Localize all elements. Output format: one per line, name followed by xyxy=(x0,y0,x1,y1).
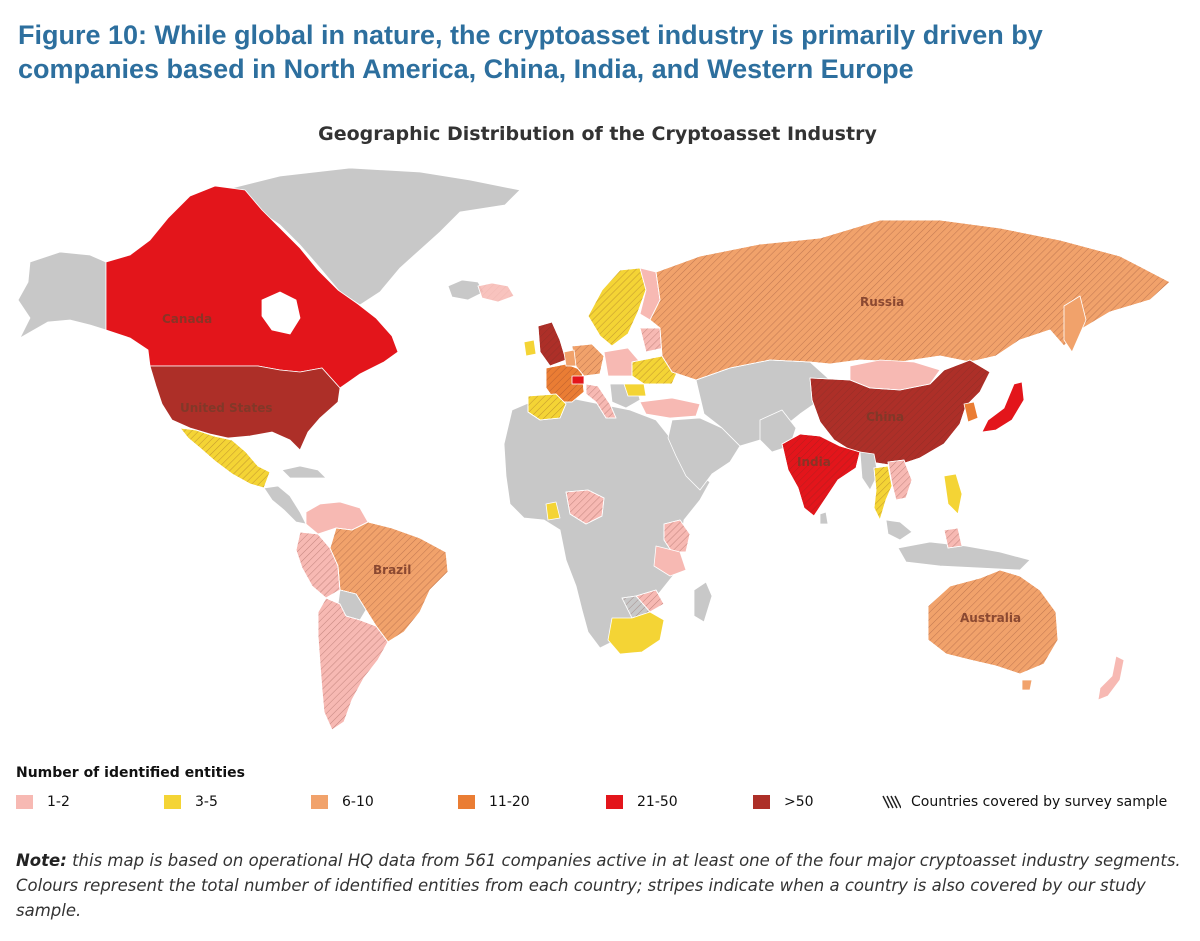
country-spain-portugal-stripes xyxy=(527,393,567,421)
country-romania xyxy=(623,383,647,397)
country-italy-stripes xyxy=(585,383,617,419)
country-iceland-fill xyxy=(477,282,515,303)
country-benelux xyxy=(563,349,577,367)
country-malaysia xyxy=(885,519,913,541)
map-title: Geographic Distribution of the Cryptoass… xyxy=(318,123,877,145)
label-australia: Australia xyxy=(960,611,1021,625)
label-russia: Russia xyxy=(860,295,904,309)
legend-swatch xyxy=(164,795,181,809)
country-kamchatka xyxy=(1063,295,1087,353)
country-greenland xyxy=(231,167,521,306)
country-alaska xyxy=(17,251,107,339)
legend: 1-2 3-5 6-10 11-20 21-50 >50 Countries c… xyxy=(16,792,1196,814)
country-philippines xyxy=(943,473,963,515)
canada-hudson-bay xyxy=(261,291,301,335)
region-caribbean xyxy=(281,465,327,479)
region-central-america xyxy=(263,485,307,525)
country-myanmar xyxy=(859,451,879,491)
country-tanzania xyxy=(653,545,687,577)
country-united-states xyxy=(149,365,341,451)
country-brazil-stripes xyxy=(329,521,449,643)
country-madagascar xyxy=(693,581,713,623)
country-iceland xyxy=(447,279,485,301)
legend-stripes-label: Countries covered by survey sample xyxy=(911,794,1168,810)
legend-swatch xyxy=(753,795,770,809)
label-canada: Canada xyxy=(162,312,212,326)
country-sri-lanka xyxy=(819,511,829,525)
legend-swatch xyxy=(16,795,33,809)
country-indonesia xyxy=(897,541,1031,571)
country-south-africa xyxy=(607,611,665,655)
note-text: this map is based on operational HQ data… xyxy=(16,851,1181,920)
label-united-states: United States xyxy=(180,401,273,415)
country-australia-stripes xyxy=(927,569,1059,675)
country-thailand-stripes xyxy=(873,465,893,521)
legend-item: 3-5 xyxy=(164,792,218,812)
legend-label: 6-10 xyxy=(342,794,374,810)
country-argentina-chile-stripes xyxy=(317,597,389,731)
country-kenya-stripes xyxy=(663,519,691,553)
label-china: China xyxy=(866,410,904,424)
legend-item: 21-50 xyxy=(606,792,678,812)
legend-label: 21-50 xyxy=(637,794,678,810)
legend-label: 11-20 xyxy=(489,794,530,810)
legend-swatch xyxy=(311,795,328,809)
legend-swatch xyxy=(458,795,475,809)
legend-label: >50 xyxy=(784,794,814,810)
country-tasmania xyxy=(1021,679,1033,691)
legend-label: 1-2 xyxy=(47,794,70,810)
country-singapore-borneo-stripes xyxy=(943,527,963,549)
country-nigeria-stripes xyxy=(565,489,605,525)
note-prefix: Note: xyxy=(16,851,67,870)
figure-title: Figure 10: While global in nature, the c… xyxy=(18,20,1043,84)
legend-item: >50 xyxy=(753,792,814,812)
legend-item: 11-20 xyxy=(458,792,530,812)
country-uk-stripes xyxy=(537,321,567,367)
legend-title: Number of identified entities xyxy=(16,765,245,781)
country-ghana xyxy=(545,501,561,521)
legend-label: 3-5 xyxy=(195,794,218,810)
country-china-stripes xyxy=(809,359,991,467)
country-peru-stripes xyxy=(295,531,341,599)
legend-swatch xyxy=(606,795,623,809)
legend-item: 1-2 xyxy=(16,792,70,812)
label-india: India xyxy=(797,455,831,469)
country-mexico-stripes xyxy=(179,427,271,489)
country-turkey xyxy=(639,397,701,419)
note: Note: this map is based on operational H… xyxy=(16,848,1186,923)
country-india-stripes xyxy=(781,433,861,517)
world-map: Canada United States Brazil Russia China… xyxy=(17,167,1171,731)
stripes-icon xyxy=(882,795,901,809)
country-new-zealand xyxy=(1097,655,1125,701)
country-ireland xyxy=(523,339,537,357)
country-russia-stripes xyxy=(649,219,1171,381)
country-japan xyxy=(981,381,1025,433)
country-vietnam-laos-stripes xyxy=(887,459,913,501)
country-switzerland xyxy=(571,375,585,385)
country-south-korea xyxy=(963,401,979,423)
legend-item: Countries covered by survey sample xyxy=(881,792,1167,812)
country-scandinavia-stripes xyxy=(587,267,647,347)
legend-item: 6-10 xyxy=(311,792,374,812)
label-brazil: Brazil xyxy=(373,563,411,577)
region-middle-east xyxy=(667,417,741,491)
